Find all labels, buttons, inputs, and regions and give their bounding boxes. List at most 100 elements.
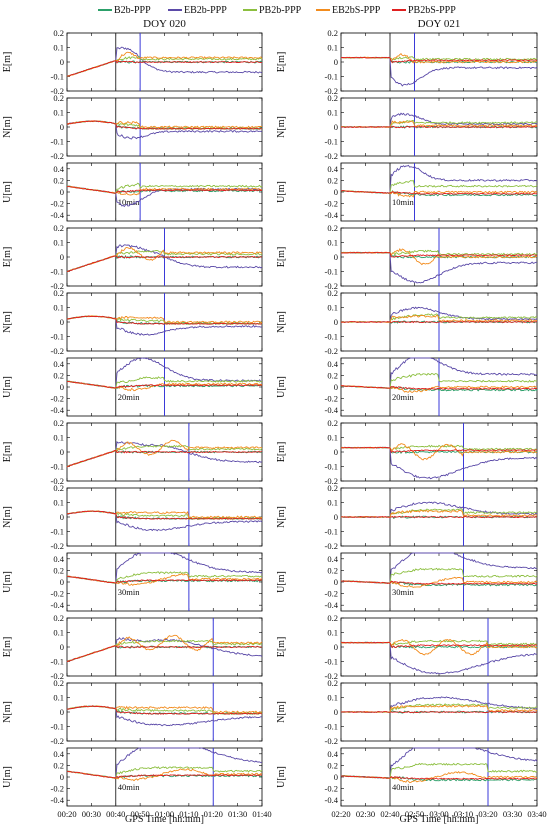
y-tick-label: 0.2 [53,483,64,493]
y-tick-label: 0.1 [327,693,338,703]
y-tick-label: 0 [60,187,64,197]
y-tick-label: -0.1 [51,267,64,277]
series-line [340,385,538,390]
interval-label: 30min [118,587,140,597]
y-tick-label: 0.1 [53,628,64,638]
y-tick-label: 0.2 [53,370,64,380]
interval-label: 20min [118,392,140,402]
x-tick-label: 03:00 [429,809,448,819]
y-tick-label: -0.2 [325,784,338,794]
plot-frame [66,552,263,612]
column-title: DOY 020 [143,18,186,30]
y-tick-label: -0.2 [325,346,338,356]
y-tick-label: 0.2 [53,760,64,770]
series-line [66,450,263,468]
y-tick-label: -0.2 [51,589,64,599]
series-line [67,185,263,196]
x-tick-label: 00:20 [57,809,76,819]
x-tick-label: 03:20 [478,809,497,819]
series-line [66,60,263,77]
series-line [66,770,263,779]
series-line [66,645,263,663]
series-line [66,315,263,325]
y-tick-label: 0.4 [327,749,338,759]
plot-frame [66,747,263,807]
series-line [66,575,263,584]
x-tick-label: 01:10 [179,809,198,819]
y-tick-label: 0.1 [327,43,338,53]
y-axis-label: N[m] [276,116,287,138]
y-axis-label: E[m] [2,247,13,268]
y-tick-label: -0.2 [51,671,64,681]
x-tick-label: 00:30 [82,809,101,819]
y-tick-label: -0.1 [51,137,64,147]
y-tick-label: -0.4 [325,405,339,415]
y-tick-label: 0.4 [53,164,64,174]
series-line [66,510,263,520]
series-line [340,747,538,779]
series-line [66,705,263,714]
series-line [340,190,538,195]
series-line [340,641,538,649]
series-line [66,510,263,520]
x-tick-label: 01:30 [228,809,247,819]
y-axis-label: N[m] [276,506,287,528]
y-tick-label: -0.1 [51,722,64,732]
y-tick-label: -0.1 [325,722,338,732]
y-tick-label: -0.2 [325,541,338,551]
y-axis-label: U[m] [276,376,287,398]
x-tick-label: 01:40 [252,809,271,819]
y-tick-label: -0.4 [51,795,65,805]
y-axis-label: U[m] [276,181,287,203]
y-tick-label: -0.2 [325,281,338,291]
y-axis-label: N[m] [2,506,13,528]
y-tick-label: -0.1 [325,657,338,667]
series-line [340,710,538,714]
y-tick-label: 0 [334,382,338,392]
y-tick-label: -0.1 [325,462,338,472]
y-tick-label: 0.1 [53,693,64,703]
y-tick-label: 0.1 [327,433,338,443]
legend-entry: EB2bS-PPP [332,5,381,16]
plot-frame [66,682,263,742]
interval-label: 40min [118,782,140,792]
y-axis-label: U[m] [276,766,287,788]
y-tick-label: -0.1 [325,267,338,277]
series-line [340,775,538,780]
y-tick-label: -0.4 [51,210,65,220]
series-line [66,634,263,662]
y-tick-label: -0.2 [51,199,64,209]
x-tick-label: 02:30 [356,809,375,819]
y-tick-label: -0.2 [325,151,338,161]
y-tick-label: -0.2 [51,394,64,404]
x-tick-label: 01:00 [155,809,174,819]
y-tick-label: -0.2 [325,394,338,404]
series-line [66,60,263,78]
y-tick-label: 0.2 [327,565,338,575]
series-line [340,320,538,324]
series-line [66,182,263,194]
y-tick-label: 0 [334,512,338,522]
y-tick-label: 0 [60,317,64,327]
y-tick-label: 0 [334,772,338,782]
y-tick-label: -0.2 [51,736,64,746]
y-tick-label: 0 [60,772,64,782]
y-tick-label: -0.4 [325,600,339,610]
series-line [340,56,538,87]
y-tick-label: -0.2 [51,541,64,551]
series-line [340,251,538,258]
y-tick-label: 0.2 [53,93,64,103]
series-line [66,120,263,131]
y-tick-label: 0 [334,642,338,652]
y-axis-label: U[m] [276,571,287,593]
y-tick-label: 0.2 [53,223,64,233]
series-line [340,580,538,585]
y-tick-label: 0.1 [327,108,338,118]
y-tick-label: 0 [60,642,64,652]
series-line [66,440,263,467]
y-tick-label: -0.1 [51,72,64,82]
y-tick-label: 0 [334,187,338,197]
x-axis-label: GPS Time [hh:mm] [125,814,204,825]
y-tick-label: 0 [60,447,64,457]
y-tick-label: 0.1 [327,303,338,313]
